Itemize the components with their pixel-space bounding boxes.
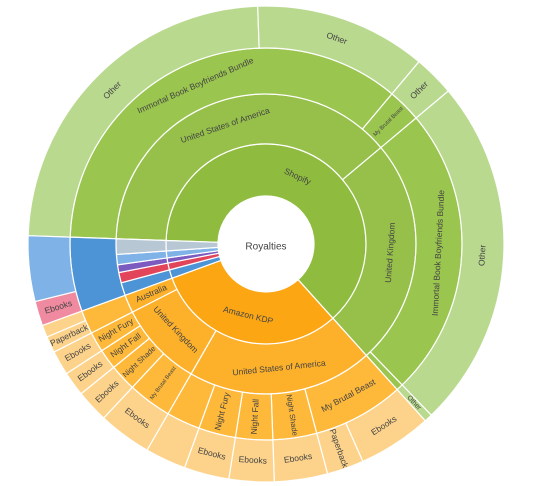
center-label: Royalties	[245, 242, 286, 253]
center-hole	[218, 196, 314, 292]
segment-label: Ebooks	[283, 451, 313, 465]
segment-label: Night Fall	[249, 399, 261, 435]
sunburst-segment[interactable]	[27, 235, 77, 303]
segment-label: United Kingdom	[383, 222, 397, 283]
segment-label: Ebooks	[238, 454, 267, 466]
segment-label: Other	[476, 244, 487, 266]
